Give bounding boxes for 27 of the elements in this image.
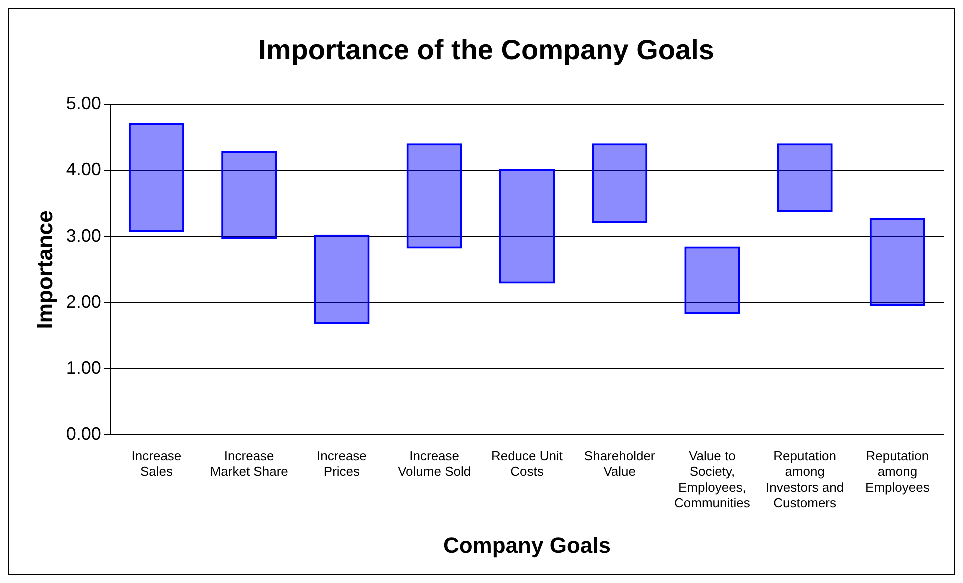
bar [499,169,555,284]
x-tick-label: Increase Volume Sold [398,448,472,480]
bar [684,246,740,314]
x-axis-title: Company Goals [443,532,611,558]
bar [777,144,833,212]
x-tick-label: Increase Market Share [210,448,288,480]
x-tick-label: Increase Prices [317,448,367,480]
bar [406,144,462,249]
y-axis-title: Importance [32,210,58,330]
y-tick-label: 3.00 [66,226,102,246]
x-tick-label: Value to Society, Employees, Communities [674,448,751,510]
y-tick-label: 5.00 [66,94,102,114]
bar [222,152,278,240]
x-tick-label: Reduce Unit Costs [491,448,564,480]
x-tick-label: Shareholder Value [584,448,656,480]
y-tick-label: 4.00 [66,160,102,180]
y-tick-label: 0.00 [66,424,102,444]
x-tick-label: Reputation among Investors and Customers [766,448,844,510]
bar [870,218,926,306]
bar [592,144,648,223]
x-tick-label: Increase Sales [132,448,182,480]
bar [128,123,185,232]
y-tick-label: 2.00 [66,292,102,312]
chart-title: Importance of the Company Goals [258,34,714,66]
x-tick-label: Reputation among Employees [866,448,930,495]
bar [314,234,370,324]
y-tick-label: 1.00 [66,358,102,378]
